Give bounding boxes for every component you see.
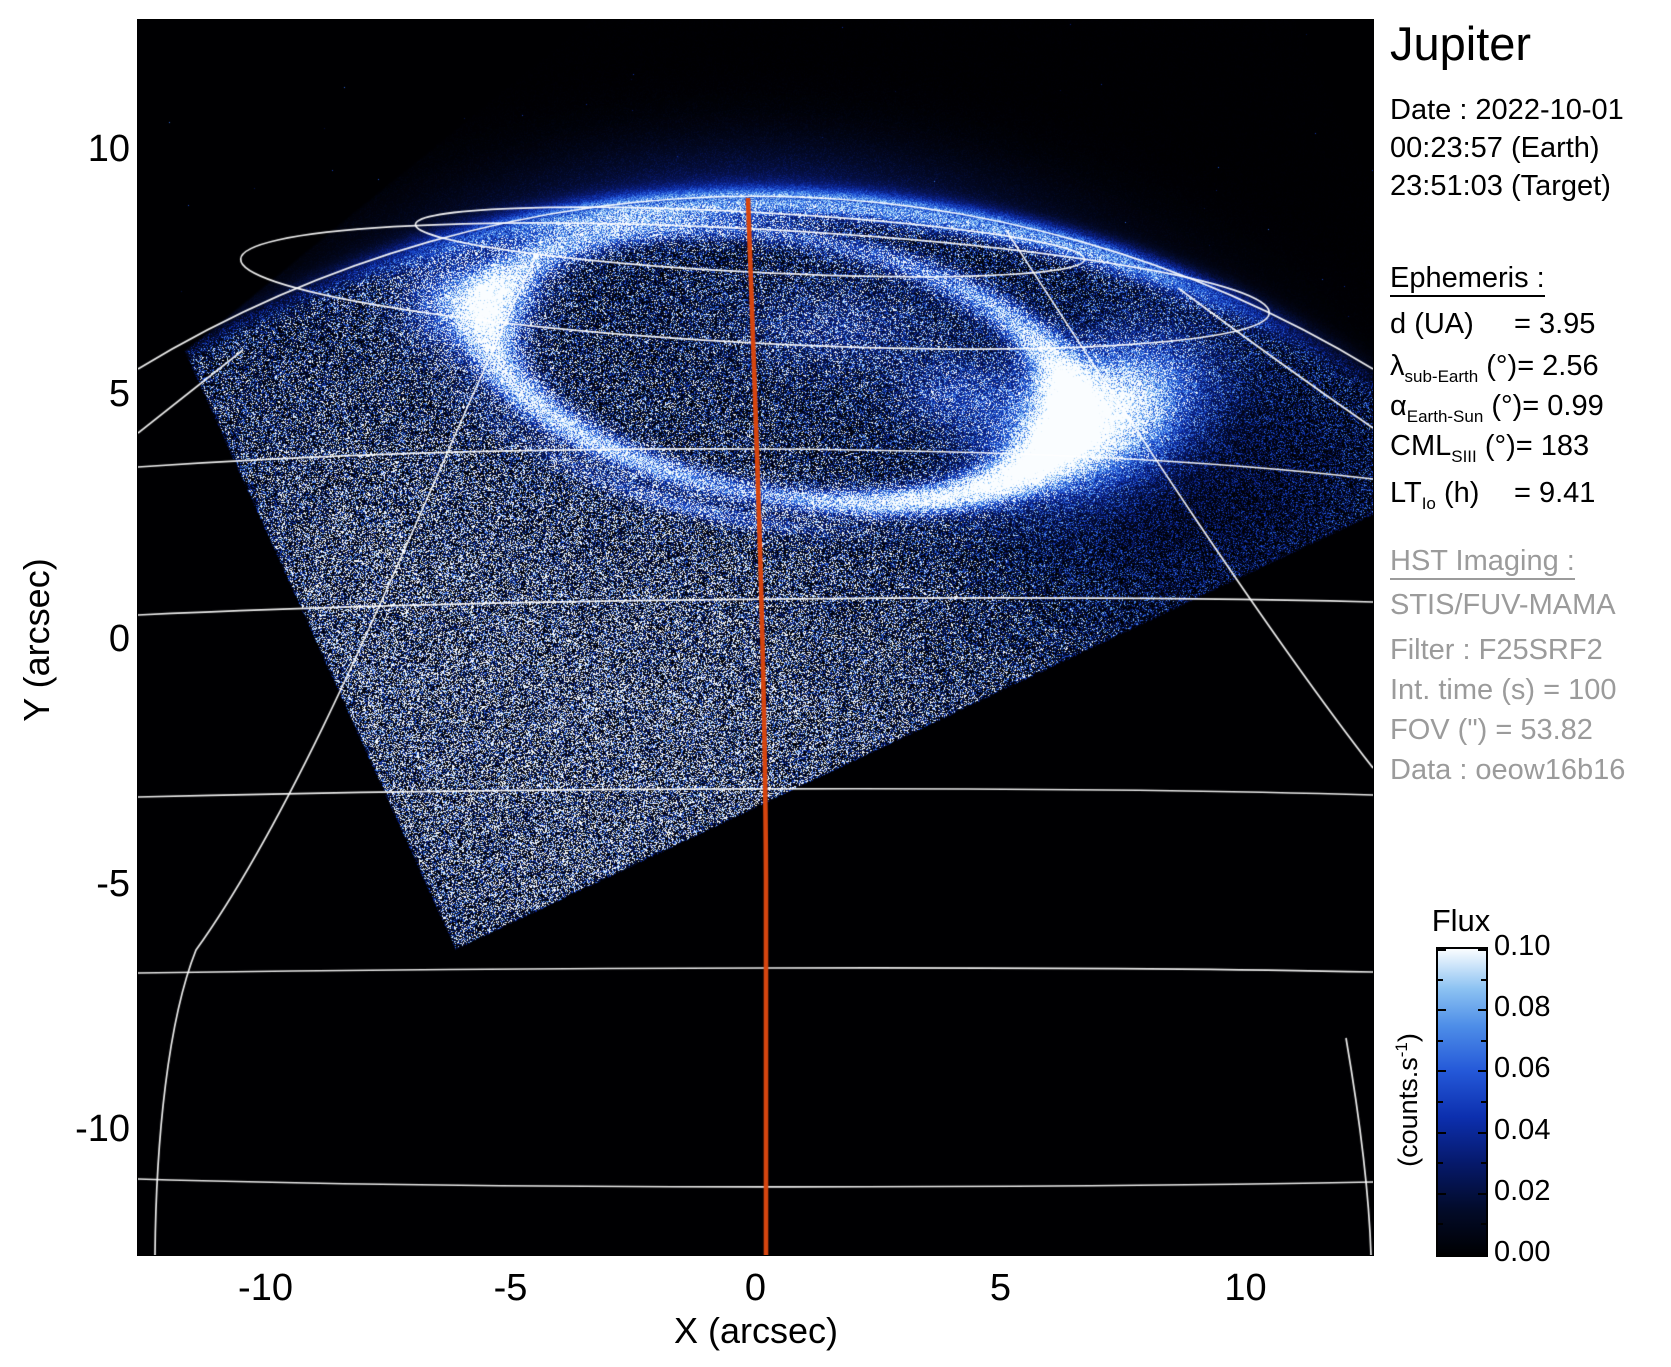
colorbar-tick-mark [1481, 1223, 1486, 1225]
colorbar-tick-mark [1438, 1253, 1446, 1255]
colorbar-tick-mark [1478, 949, 1486, 951]
hst-fov-label: FOV (") = 53.82 [1390, 714, 1593, 747]
colorbar-tick-label: 0.04 [1494, 1114, 1550, 1147]
colorbar-tick-mark [1478, 1193, 1486, 1195]
colorbar-tick-mark [1438, 1101, 1443, 1103]
x-tick-label: -5 [494, 1267, 528, 1310]
hst-heading: HST Imaging : [1390, 545, 1575, 580]
colorbar-tick-mark [1438, 1193, 1446, 1195]
y-tick-label: -5 [38, 863, 130, 906]
x-tick-label: -10 [238, 1267, 293, 1310]
colorbar-tick-label: 0.08 [1494, 991, 1550, 1024]
ephemeris-section: Ephemeris : [1390, 262, 1545, 295]
ephemeris-row-io-local-time: LTIo (h) = 9.41 [1390, 477, 1595, 510]
colorbar-tick-mark [1478, 1009, 1486, 1011]
ephemeris-row-distance: d (UA) = 3.95 [1390, 308, 1595, 341]
time-earth-label: 00:23:57 (Earth) [1390, 132, 1600, 165]
x-axis-title: X (arcsec) [674, 1310, 838, 1352]
colorbar-tick-mark [1438, 1070, 1446, 1072]
ephemeris-row-cml: CMLSIII (°)= 183 [1390, 430, 1589, 463]
colorbar-tick-label: 0.06 [1494, 1052, 1550, 1085]
x-tick-label: 0 [745, 1267, 766, 1310]
y-tick-label: -10 [38, 1108, 130, 1151]
figure-page: X (arcsec) Y (arcsec) Jupiter Date : 202… [0, 0, 1671, 1367]
y-tick-label: 0 [38, 618, 130, 661]
hst-section: HST Imaging : [1390, 545, 1575, 578]
page-title: Jupiter [1390, 16, 1531, 71]
colorbar-tick-mark [1438, 1009, 1446, 1011]
date-label: Date : 2022-10-01 [1390, 94, 1624, 127]
colorbar-gradient [1436, 947, 1488, 1257]
colorbar-tick-mark [1438, 949, 1446, 951]
colorbar-tick-label: 0.10 [1494, 930, 1550, 963]
time-target-label: 23:51:03 (Target) [1390, 170, 1611, 203]
colorbar-tick-mark [1481, 979, 1486, 981]
x-tick-label: 5 [990, 1267, 1011, 1310]
colorbar-tick-label: 0.00 [1494, 1236, 1550, 1269]
ephemeris-heading: Ephemeris : [1390, 262, 1545, 297]
colorbar-tick-mark [1481, 1040, 1486, 1042]
colorbar-tick-mark [1478, 1070, 1486, 1072]
hst-dataset-label: Data : oeow16b16 [1390, 754, 1625, 787]
ephemeris-row-subearth-lat: λsub-Earth (°)= 2.56 [1390, 350, 1599, 383]
colorbar-tick-mark [1438, 1040, 1443, 1042]
colorbar-tick-mark [1438, 1223, 1443, 1225]
x-tick-label: 10 [1224, 1267, 1266, 1310]
y-tick-label: 5 [38, 373, 130, 416]
colorbar-tick-mark [1438, 1132, 1446, 1134]
hst-instrument-label: STIS/FUV-MAMA [1390, 589, 1616, 622]
colorbar-tick-mark [1438, 1162, 1443, 1164]
colorbar-tick-mark [1438, 979, 1443, 981]
colorbar-tick-mark [1481, 1162, 1486, 1164]
aurora-image-canvas [138, 20, 1373, 1255]
hst-filter-label: Filter : F25SRF2 [1390, 634, 1603, 667]
colorbar-tick-label: 0.02 [1494, 1175, 1550, 1208]
ephemeris-row-phase-angle: αEarth-Sun (°)= 0.99 [1390, 390, 1604, 423]
colorbar-unit-label: (counts.s-1) [1392, 1033, 1424, 1167]
colorbar-tick-mark [1481, 1101, 1486, 1103]
colorbar-title: Flux [1432, 903, 1491, 939]
colorbar-tick-mark [1478, 1132, 1486, 1134]
colorbar-tick-mark [1478, 1253, 1486, 1255]
y-tick-label: 10 [38, 128, 130, 171]
hst-inttime-label: Int. time (s) = 100 [1390, 674, 1616, 707]
